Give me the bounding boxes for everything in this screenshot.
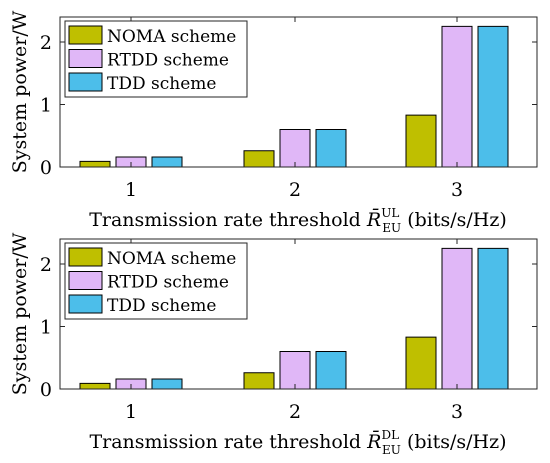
bar-tdd-scheme-3 [477,25,509,168]
x-axis-label-sub: EU [382,443,401,457]
legend-entry: NOMA scheme [107,27,236,47]
y-tick-label: 0 [40,157,52,179]
legend-swatch [68,25,103,45]
chart-panel-2: 0 1 2 1 2 3 System power/W Transmission rate th… [9,232,538,457]
x-axis-label: Transmission rate threshold R̄DL EU (bits… [89,428,506,457]
x-axis-label-symbol: R̄ [366,430,381,453]
bar-tdd-scheme-2 [315,129,347,168]
x-axis-label-symbol: R̄ [366,208,381,231]
legend-entry: TDD scheme [107,296,216,316]
y-axis-label: System power/W [9,10,31,173]
bar-noma-scheme-1 [79,382,111,390]
legend-entry: TDD scheme [107,74,216,94]
x-axis-label-sub: EU [382,221,401,235]
y-tick-label: 0 [40,379,52,401]
bar-noma-scheme-1 [79,160,111,168]
legend: NOMA scheme RTDD scheme TDD scheme [64,242,248,320]
x-tick-label: 3 [451,401,463,423]
bar-tdd-scheme-2 [315,351,347,390]
x-tick-label: 1 [125,179,137,201]
bar-noma-scheme-3 [405,114,437,168]
legend-entry: RTDD scheme [107,51,229,71]
legend-swatch [68,271,103,290]
legend-swatch [68,247,103,267]
bar-rtdd-scheme-3 [441,25,473,168]
bar-noma-scheme-2 [243,150,275,168]
bar-rtdd-scheme-2 [279,129,311,168]
axes-box [59,16,538,168]
x-axis-label: Transmission rate threshold R̄UL EU (bits… [89,206,507,235]
x-axis-label-sup: UL [381,206,399,220]
y-axis-label: System power/W [9,232,31,395]
x-tick-label: 2 [289,401,301,423]
bar-tdd-scheme-3 [477,247,509,390]
bar-rtdd-scheme-3 [441,247,473,390]
legend: NOMA scheme RTDD scheme TDD scheme [64,20,248,98]
x-tick-label: 3 [451,179,463,201]
bar-tdd-scheme-1 [151,156,183,168]
x-axis-label-unit: (bits/s/Hz) [401,209,507,231]
y-tick-label: 1 [40,317,52,339]
legend-swatch [68,294,103,314]
y-tick-label: 2 [40,254,52,276]
legend-swatch [68,49,103,68]
y-tick-label: 1 [40,95,52,117]
bar-tdd-scheme-1 [151,378,183,390]
x-axis-label-unit: (bits/s/Hz) [401,431,507,453]
legend-entry: NOMA scheme [107,249,236,269]
legend-swatch [68,72,103,92]
x-axis-label-text: Transmission rate threshold [89,431,367,453]
chart-panel-1: 0 1 2 1 2 3 System power/W Transmission rate th… [9,10,538,235]
bar-noma-scheme-2 [243,372,275,390]
bar-noma-scheme-3 [405,336,437,390]
y-tick-label: 2 [40,32,52,54]
x-tick-label: 2 [289,179,301,201]
x-tick-label: 1 [125,401,137,423]
axes-box [59,238,538,390]
legend-entry: RTDD scheme [107,273,229,293]
bar-rtdd-scheme-2 [279,351,311,390]
x-axis-label-sup: DL [381,428,399,442]
x-axis-label-text: Transmission rate threshold [89,209,367,231]
